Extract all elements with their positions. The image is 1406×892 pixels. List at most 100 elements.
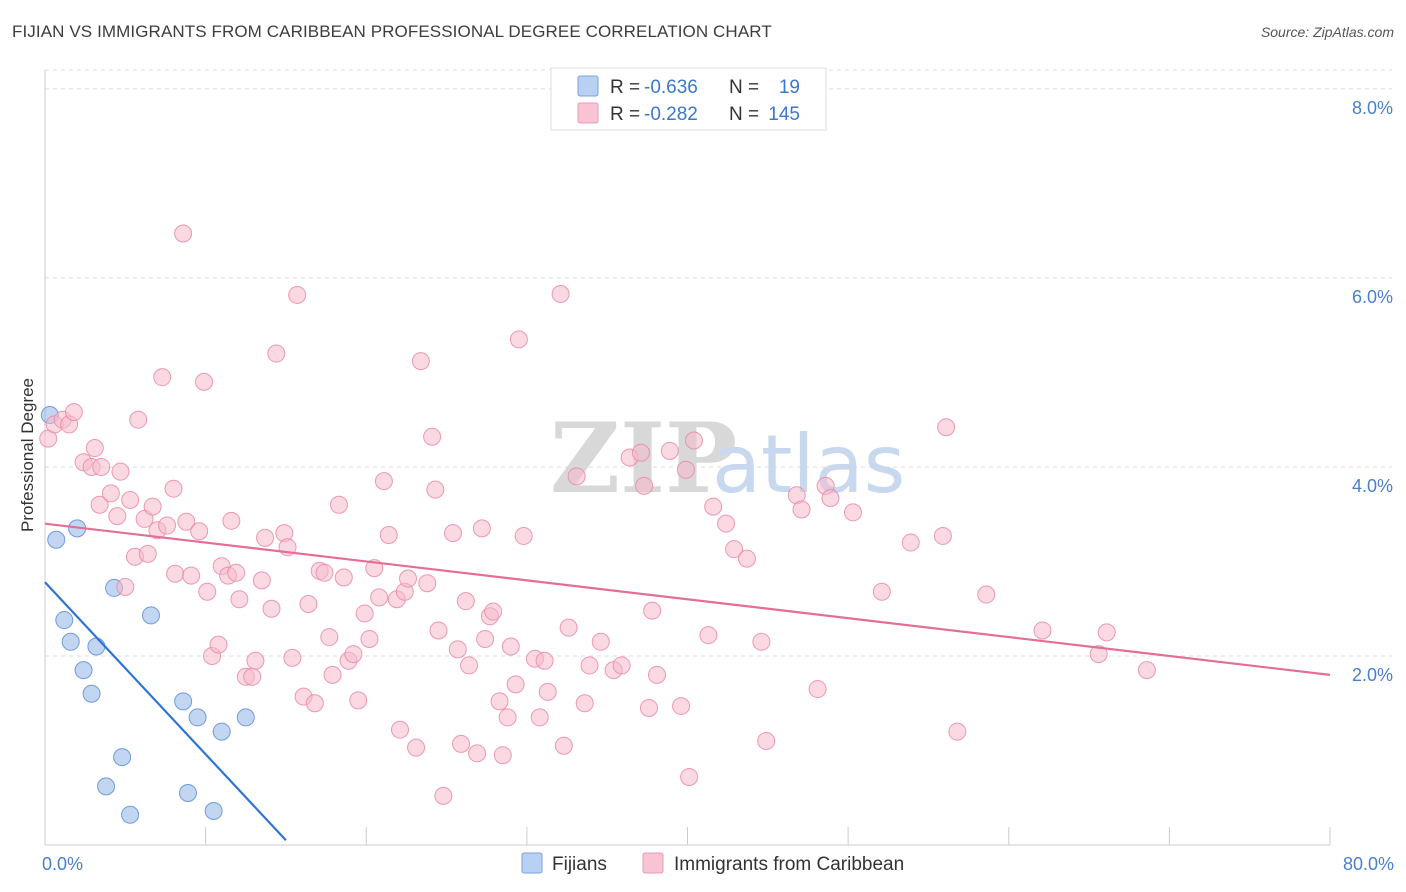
legend-r-label-2: R = — [610, 104, 640, 125]
caribbean-point-110 — [631, 443, 650, 462]
caribbean-point-134 — [901, 533, 920, 552]
caribbean-point-124 — [737, 549, 756, 568]
fijian-point-19 — [121, 805, 140, 824]
fijian-point-6 — [74, 661, 93, 680]
fijian-point-15 — [113, 748, 132, 767]
caribbean-point-20 — [143, 497, 162, 516]
caribbean-point-94 — [509, 330, 528, 349]
caribbean-point-9 — [90, 495, 109, 514]
caribbean-point-103 — [567, 467, 586, 486]
chart-title: FIJIAN VS IMMIGRANTS FROM CARIBBEAN PROF… — [12, 22, 772, 41]
series-fijians-points — [40, 405, 255, 824]
caribbean-point-36 — [222, 511, 241, 530]
fijian-point-10 — [142, 606, 161, 625]
caribbean-point-12 — [108, 507, 127, 526]
caribbean-point-67 — [379, 526, 398, 544]
caribbean-point-126 — [757, 732, 776, 751]
caribbean-point-22 — [153, 368, 172, 387]
caribbean-point-100 — [551, 284, 570, 303]
caribbean-point-140 — [1089, 645, 1108, 664]
caribbean-point-74 — [418, 574, 437, 593]
caribbean-point-138 — [977, 585, 996, 604]
caribbean-point-11 — [101, 484, 120, 503]
caribbean-point-125 — [752, 632, 771, 651]
caribbean-point-8 — [85, 439, 104, 458]
caribbean-point-88 — [484, 602, 503, 621]
trend-line-fijians — [44, 581, 287, 842]
y-tick-label-2: 4.0% — [1352, 476, 1393, 496]
fijian-point-18 — [204, 801, 223, 820]
caribbean-point-28 — [182, 566, 201, 585]
caribbean-point-117 — [676, 460, 695, 479]
caribbean-point-83 — [460, 656, 479, 675]
caribbean-point-79 — [443, 524, 462, 543]
fijian-point-8 — [87, 637, 106, 656]
fijian-point-5 — [61, 632, 80, 651]
caribbean-point-77 — [429, 621, 448, 640]
caribbean-point-65 — [370, 588, 389, 607]
caribbean-point-105 — [580, 656, 599, 675]
caribbean-point-89 — [490, 692, 509, 711]
caribbean-point-40 — [243, 667, 262, 686]
caribbean-point-33 — [209, 635, 228, 654]
caribbean-point-58 — [334, 568, 353, 587]
caribbean-point-31 — [198, 582, 217, 601]
trend-line-caribbean — [44, 522, 1331, 676]
caribbean-point-80 — [448, 640, 467, 659]
caribbean-point-75 — [423, 427, 442, 446]
caribbean-point-135 — [933, 526, 952, 545]
caribbean-point-81 — [452, 734, 471, 753]
legend-swatch-fijians — [577, 75, 599, 97]
caribbean-point-141 — [1097, 623, 1116, 642]
fijian-point-12 — [188, 708, 207, 727]
caribbean-point-121 — [704, 497, 723, 516]
caribbean-point-137 — [948, 722, 967, 741]
caribbean-point-97 — [530, 708, 549, 727]
caribbean-point-62 — [355, 604, 374, 623]
caribbean-point-60 — [344, 645, 363, 664]
caribbean-point-19 — [138, 544, 157, 563]
caribbean-point-85 — [472, 519, 491, 538]
gridlines — [45, 69, 1392, 657]
caribbean-point-136 — [937, 418, 956, 437]
legend-n-label-2: N = — [729, 104, 759, 125]
fijian-point-4 — [55, 611, 74, 630]
caribbean-point-123 — [725, 540, 744, 559]
caribbean-point-104 — [575, 694, 594, 713]
caribbean-point-63 — [360, 629, 379, 648]
caribbean-point-115 — [660, 441, 679, 460]
caribbean-point-101 — [554, 736, 573, 755]
caribbean-point-108 — [612, 656, 631, 675]
caribbean-point-86 — [476, 629, 495, 648]
caribbean-point-23 — [158, 516, 177, 535]
stats-legend: R = -0.636 N = 19 R = -0.282 N = 145 — [550, 67, 827, 131]
caribbean-point-38 — [230, 590, 249, 609]
caribbean-point-132 — [843, 503, 862, 522]
fijian-point-17 — [178, 784, 197, 803]
caribbean-point-90 — [493, 746, 512, 765]
series-legend: Fijians Immigrants from Caribbean — [521, 852, 904, 875]
caribbean-point-44 — [262, 599, 281, 618]
bottom-legend-caribbean: Immigrants from Caribbean — [674, 854, 904, 875]
caribbean-point-95 — [514, 526, 533, 545]
caribbean-point-48 — [283, 648, 302, 667]
y-tick-label-3: 6.0% — [1352, 287, 1393, 307]
caribbean-point-24 — [164, 479, 183, 498]
y-tick-label-4: 8.0% — [1352, 98, 1393, 118]
caribbean-point-29 — [190, 522, 209, 541]
caribbean-point-26 — [174, 224, 193, 243]
y-axis-label: Professional Degree — [18, 378, 37, 532]
caribbean-point-72 — [407, 738, 426, 757]
caribbean-point-45 — [267, 344, 286, 363]
caribbean-point-14 — [116, 577, 135, 596]
fijian-point-13 — [212, 722, 231, 741]
caribbean-point-42 — [252, 571, 271, 590]
source-label: Source: ZipAtlas.com — [1260, 24, 1394, 40]
caribbean-point-71 — [399, 569, 418, 588]
caribbean-point-5 — [64, 403, 83, 422]
fijian-point-14 — [236, 708, 255, 727]
caribbean-point-113 — [643, 601, 662, 620]
caribbean-point-51 — [299, 594, 318, 613]
caribbean-point-10 — [92, 457, 111, 476]
x-tick-max: 80.0% — [1343, 854, 1394, 874]
